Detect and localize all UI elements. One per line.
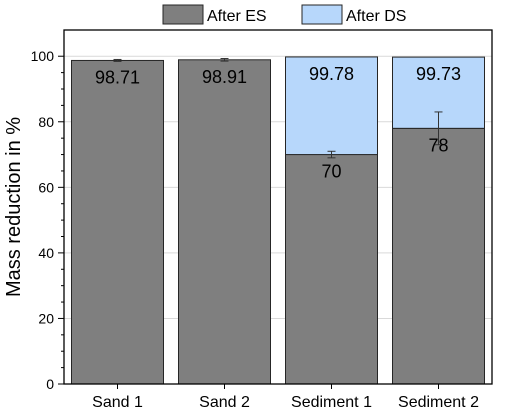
y-tick-label: 40 xyxy=(38,245,54,261)
y-axis-label: Mass reduction in % xyxy=(3,117,25,297)
bar-after-es xyxy=(71,59,164,385)
y-tick-label: 0 xyxy=(46,376,54,392)
plot-frame xyxy=(63,29,493,385)
bar-after-es xyxy=(285,154,378,385)
data-label-after-ds: 99.73 xyxy=(416,64,461,84)
bar-after-es xyxy=(392,127,485,385)
error-bars xyxy=(113,57,443,159)
data-label-after-es: 98.71 xyxy=(95,67,140,87)
bars xyxy=(71,56,485,385)
y-tick-label: 80 xyxy=(38,114,54,130)
bar-after-ds xyxy=(285,56,378,156)
data-label-after-es: 98.91 xyxy=(202,67,247,87)
y-tick-label: 60 xyxy=(38,179,54,195)
x-tick-label: Sediment 1 xyxy=(291,394,372,411)
data-label-after-es: 70 xyxy=(321,162,341,182)
x-tick-label: Sand 1 xyxy=(92,394,143,411)
data-label-after-ds: 99.78 xyxy=(309,64,354,84)
y-tick-label: 100 xyxy=(31,48,55,64)
legend-swatch[interactable] xyxy=(162,4,204,25)
legend-entry-label[interactable]: After DS xyxy=(346,8,406,25)
x-tick-label: Sand 2 xyxy=(199,394,250,411)
y-tick-label: 20 xyxy=(38,310,54,326)
bar-after-es xyxy=(178,59,271,385)
x-axis: Sand 1 Sand 2 Sediment 1 Sediment 2 xyxy=(92,384,479,411)
legend[interactable]: After ES After DS xyxy=(162,4,406,25)
legend-swatch[interactable] xyxy=(301,4,343,25)
data-label-after-es: 78 xyxy=(428,135,448,155)
data-labels: 98.71 98.91 70 99.78 78 99.73 xyxy=(95,64,461,182)
legend-entry-label[interactable]: After ES xyxy=(207,8,267,25)
x-tick-label: Sediment 2 xyxy=(398,394,479,411)
y-axis: 0 20 40 60 80 100 xyxy=(31,48,64,392)
